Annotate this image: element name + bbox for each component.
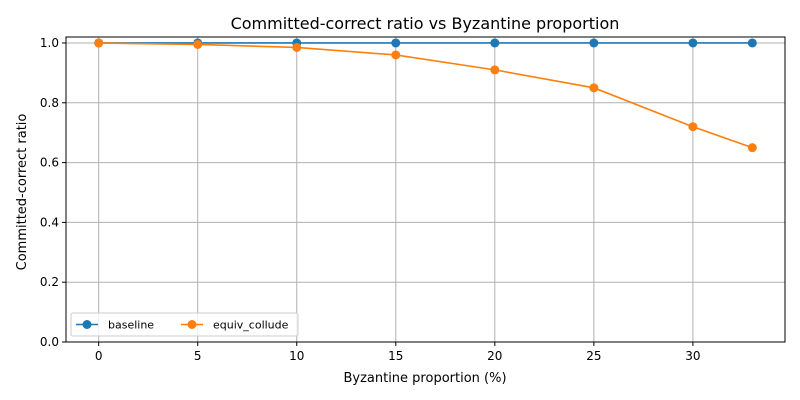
data-point-baseline	[589, 38, 599, 48]
x-axis-label: Byzantine proportion (%)	[343, 371, 506, 386]
y-axis-label: Committed-correct ratio	[15, 114, 30, 271]
x-tick-label: 15	[388, 349, 403, 363]
data-point-baseline	[747, 38, 757, 48]
chart-title: Committed-correct ratio vs Byzantine pro…	[231, 14, 620, 33]
plot-frame	[65, 36, 786, 343]
legend-label: baseline	[108, 319, 154, 332]
legend-items: baseline equiv_collude	[76, 319, 289, 332]
legend: baseline equiv_collude	[70, 312, 299, 337]
legend-entry-equiv_collude: equiv_collude	[181, 319, 289, 332]
data-point-baseline	[688, 38, 698, 48]
series-line-equiv_collude	[98, 42, 753, 149]
x-tick-label: 0	[95, 349, 103, 363]
series-equiv_collude	[94, 38, 757, 153]
y-tick-label: 0.8	[40, 96, 59, 110]
data-point-baseline	[391, 38, 401, 48]
y-tick-label: 0.4	[40, 215, 59, 229]
data-point-equiv_collude	[94, 38, 104, 48]
y-tick-label: 0.0	[40, 335, 59, 349]
legend-entry-baseline: baseline	[76, 319, 154, 332]
y-axis-ticks: 0.0 0.2 0.4 0.6 0.8 1.0	[40, 36, 66, 349]
legend-marker	[187, 320, 197, 329]
data-point-equiv_collude	[193, 39, 203, 49]
data-point-equiv_collude	[747, 143, 757, 153]
x-tick-label: 5	[194, 349, 202, 363]
x-tick-label: 30	[685, 349, 700, 363]
data-point-equiv_collude	[589, 83, 599, 93]
y-tick-label: 0.2	[40, 275, 59, 289]
series-layer	[94, 38, 757, 153]
data-point-baseline	[490, 38, 500, 48]
data-point-equiv_collude	[688, 122, 698, 132]
y-tick-label: 0.6	[40, 156, 59, 170]
x-tick-label: 10	[289, 349, 304, 363]
x-axis-ticks: 0 5 10 15 20 25 30	[95, 342, 701, 363]
y-tick-label: 1.0	[40, 36, 59, 50]
legend-label: equiv_collude	[213, 319, 289, 332]
data-point-equiv_collude	[292, 42, 302, 52]
data-point-equiv_collude	[490, 65, 500, 75]
x-tick-label: 20	[487, 349, 502, 363]
legend-marker	[82, 320, 92, 329]
x-tick-label: 25	[586, 349, 601, 363]
grid	[66, 37, 785, 343]
data-point-equiv_collude	[391, 50, 401, 60]
